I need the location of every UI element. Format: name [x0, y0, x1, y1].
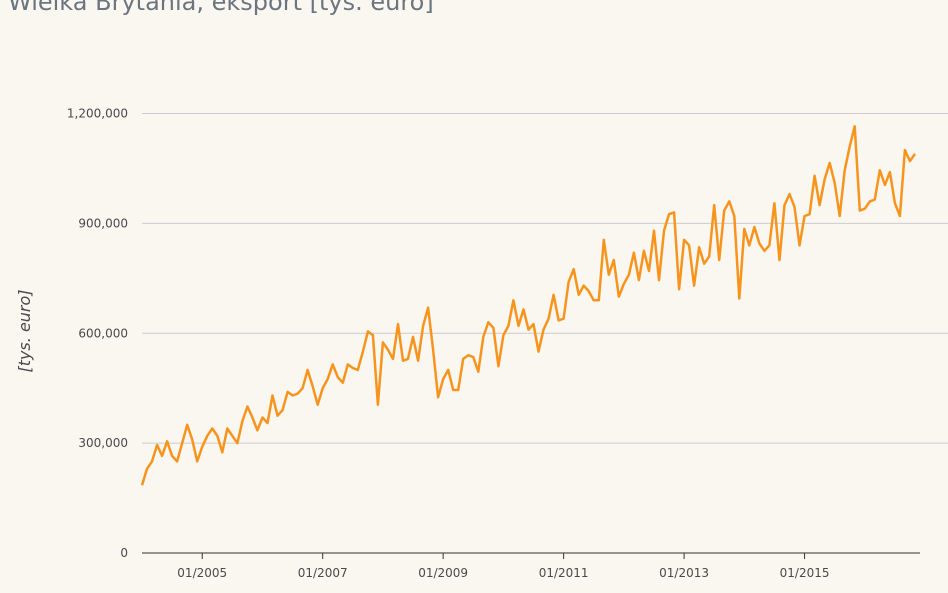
y-axis-ticks: 0 300,000 600,000 900,000 1,200,000 [67, 107, 128, 561]
y-tick-label: 0 [120, 546, 128, 560]
x-tick-label: 01/2007 [298, 566, 348, 580]
x-tick-label: 01/2009 [418, 566, 468, 580]
series-line [140, 125, 917, 486]
y-axis-label: [tys. euro] [15, 289, 34, 372]
y-tick-label: 1,200,000 [67, 107, 128, 121]
gridlines [142, 113, 948, 444]
x-tick-label: 01/2015 [780, 566, 830, 580]
x-axis-ticks: 01/2005 01/2007 01/2009 01/2011 01/2013 01/20… [177, 553, 829, 580]
x-tick-label: 01/2011 [539, 566, 589, 580]
x-tick-label: 01/2005 [177, 566, 227, 580]
y-tick-label: 900,000 [78, 216, 128, 230]
x-tick-label: 01/2013 [659, 566, 709, 580]
y-tick-label: 300,000 [78, 436, 128, 450]
series-group [140, 125, 917, 486]
chart-title: Wielka Brytania, eksport [tys. euro] [8, 0, 434, 16]
y-tick-label: 600,000 [78, 326, 128, 340]
